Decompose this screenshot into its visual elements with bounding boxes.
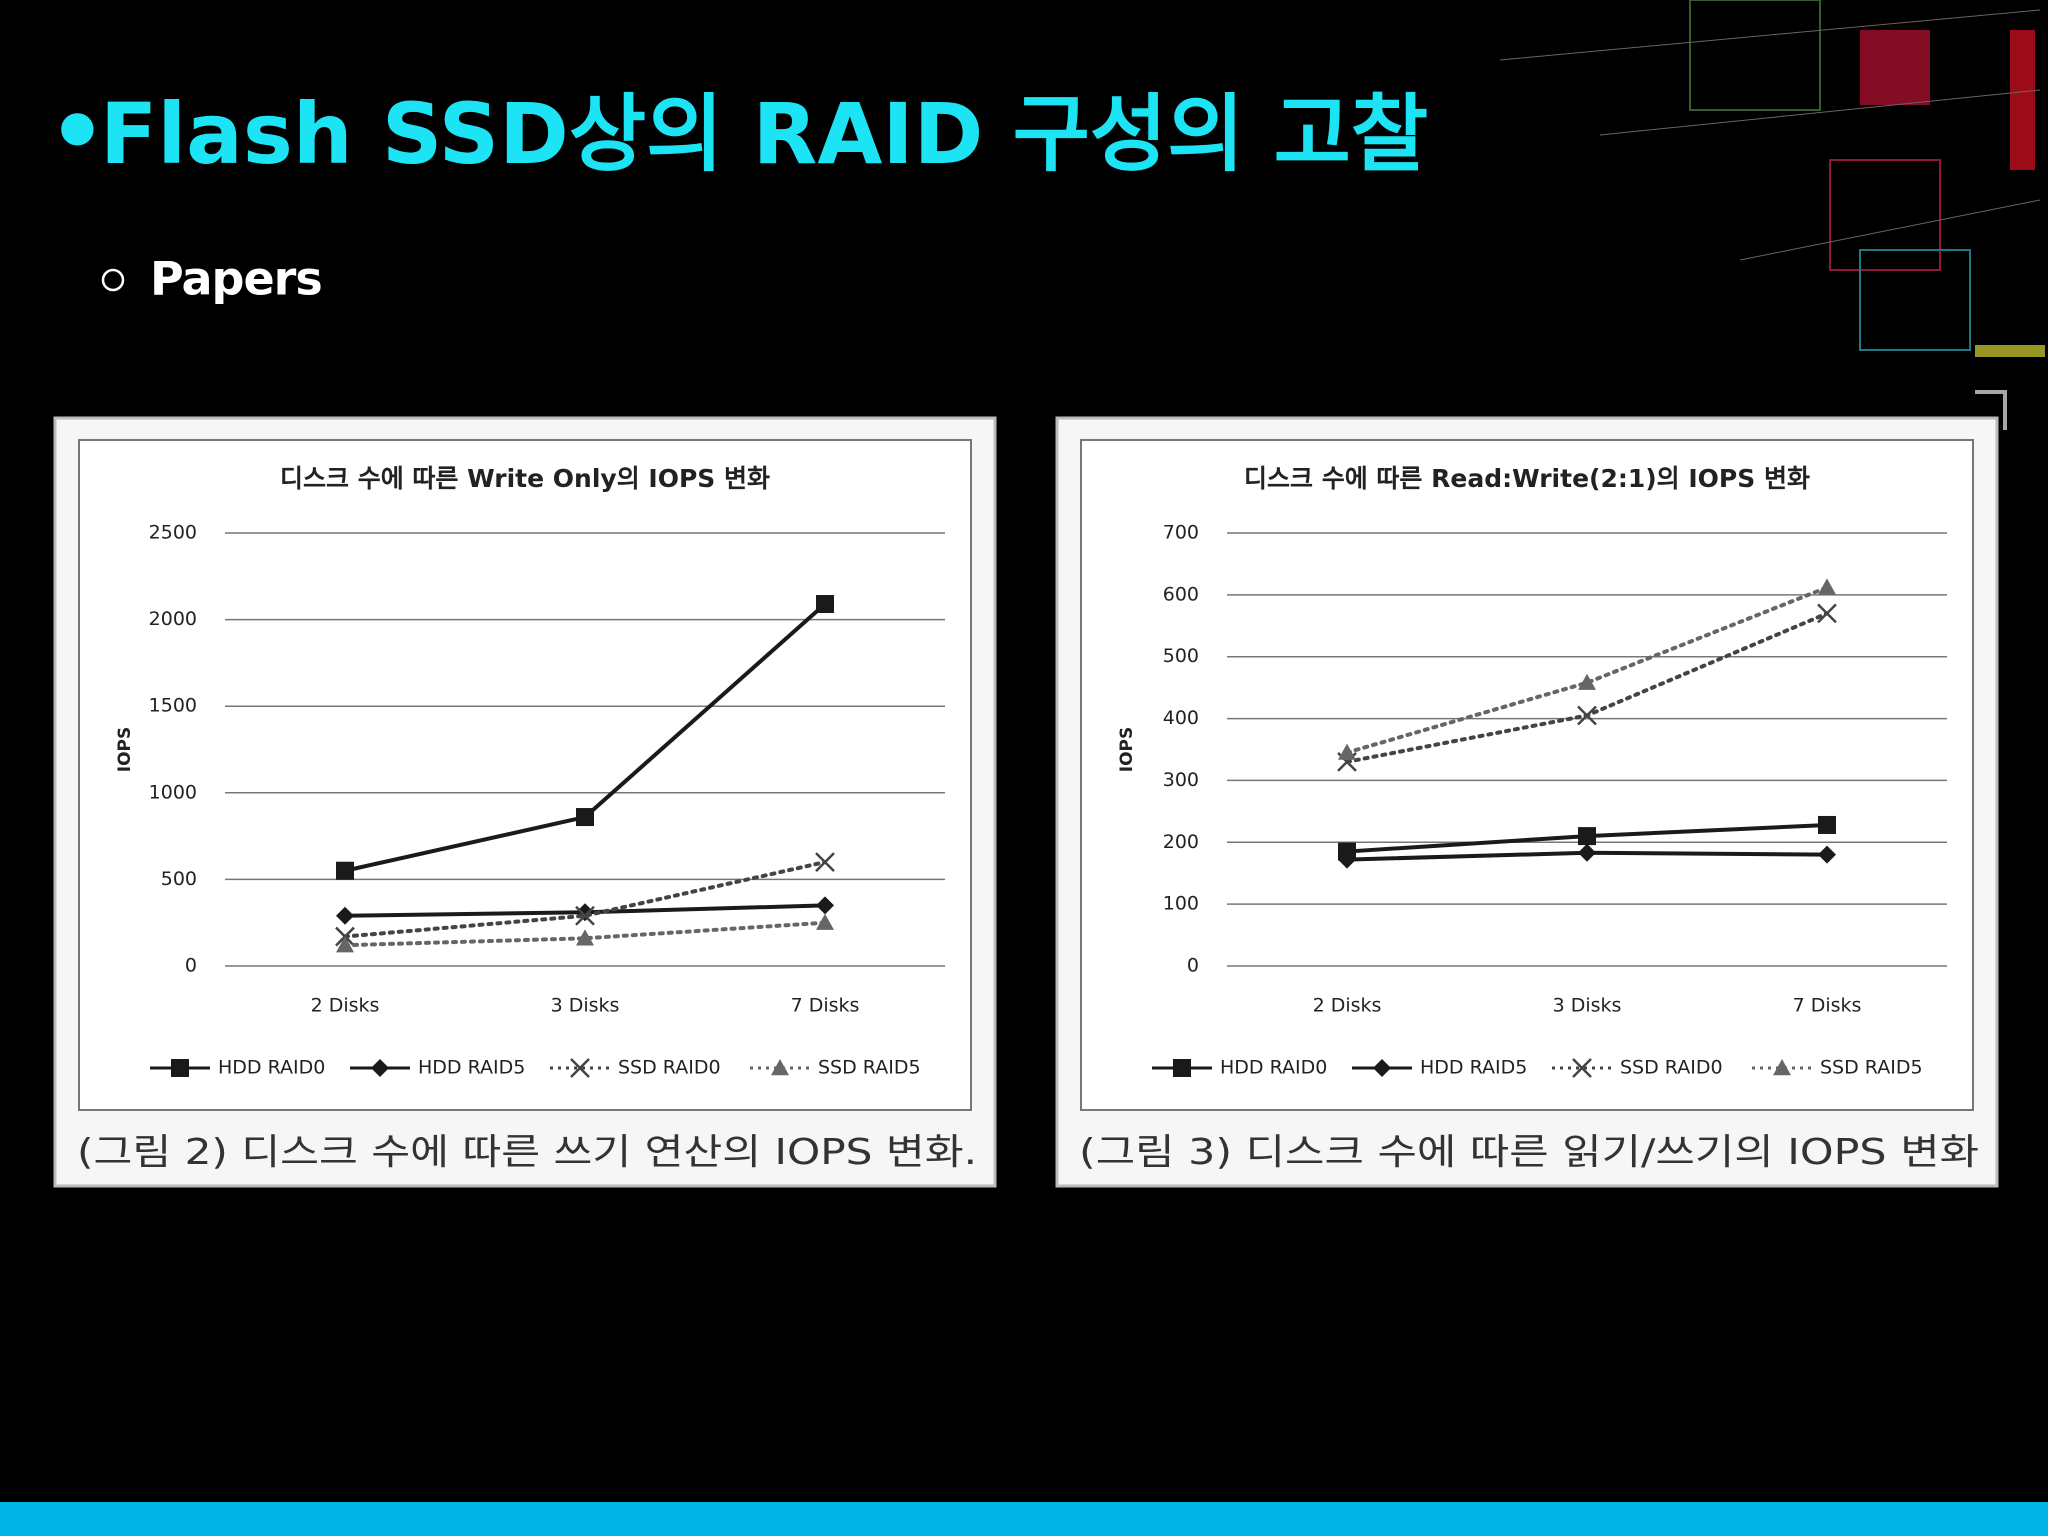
x-tick-label: 3 Disks [551,995,620,1017]
legend-label: SSD RAID5 [1820,1057,1923,1079]
marker [1577,705,1597,726]
legend-label: HDD RAID5 [418,1057,525,1079]
series-line [343,860,827,939]
x-tick-label: 3 Disks [1553,995,1622,1017]
x-tick-label: 7 Disks [1793,995,1862,1017]
marker [816,913,834,930]
marker [336,936,354,953]
slide-title: Flash SSD상의 RAID 구성의 고찰 [100,85,1428,183]
x-tick-label: 2 Disks [1313,995,1382,1017]
deco-box [1859,249,1971,351]
y-tick-label: 1000 [149,781,197,803]
legend-marker [1373,1059,1391,1077]
deco-line [1499,9,2041,61]
y-tick-label: 300 [1163,769,1199,791]
legend-label: HDD RAID0 [1220,1057,1327,1079]
marker [1578,673,1596,690]
marker [576,929,594,946]
sub-bullet [101,268,125,292]
marker [1818,815,1836,834]
marker [575,905,595,926]
x-tick-label: 7 Disks [791,995,860,1017]
chart: 디스크 수에 따른 Write Only의 IOPS 변화 IOPS 0 500 100… [53,416,997,1188]
marker [576,808,594,827]
deco-box [1829,159,1941,271]
y-tick-label: 0 [185,955,197,977]
marker [815,852,835,872]
marker [336,861,354,880]
deco-box [1860,30,1930,105]
marker [336,906,354,925]
figure-caption: (그림 3) 디스크 수에 따른 읽기/쓰기의 IOPS 변화 [1079,1132,1979,1173]
marker [1818,845,1836,864]
y-tick-label: 1500 [149,695,197,717]
marker [1338,743,1356,760]
series-line [343,920,827,948]
legend-label: SSD RAID0 [618,1057,721,1079]
legend-label: SSD RAID0 [1620,1057,1723,1079]
y-tick-label: 0 [1187,955,1199,977]
legend-label: SSD RAID5 [818,1057,921,1079]
marker [1578,827,1596,846]
decoration [1499,0,2045,430]
y-tick-label: 400 [1163,707,1199,729]
legend-marker [771,1059,789,1076]
deco-line [1739,199,2041,261]
footer-bar [0,1502,2048,1536]
y-tick-label: 2500 [149,522,197,544]
y-tick-label: 600 [1163,583,1199,605]
marker [1578,843,1596,862]
series-line [1345,585,1829,755]
marker [816,595,834,614]
x-tick-label: 2 Disks [311,995,380,1017]
legend-marker [1773,1059,1791,1076]
y-tick-label: 2000 [149,608,197,630]
figure-caption: (그림 2) 디스크 수에 따른 쓰기 연산의 IOPS 변화. [77,1132,977,1173]
legend-label: HDD RAID5 [1420,1057,1527,1079]
y-tick-label: 100 [1163,893,1199,915]
deco-box [1975,345,2045,357]
chart-title: 디스크 수에 따른 Write Only의 IOPS 변화 [280,464,770,493]
deco-line [1975,390,2007,430]
y-axis-label: IOPS [1117,727,1137,772]
chart-title: 디스크 수에 따른 Read:Write(2:1)의 IOPS 변화 [1244,464,1810,493]
marker [1818,578,1836,595]
legend-marker [1572,1058,1592,1078]
y-tick-label: 500 [161,868,197,890]
sub-heading: Papers [150,252,322,306]
chart-frame [1080,439,1974,1111]
y-axis-label: IOPS [115,727,135,772]
chart-frame [78,439,972,1111]
legend-label: HDD RAID0 [218,1057,325,1079]
legend-marker [1173,1059,1191,1077]
legend-marker [570,1058,590,1078]
deco-line [1599,89,2041,136]
deco-box [2010,30,2035,170]
y-tick-label: 200 [1163,831,1199,853]
title-bullet: • [48,78,107,185]
y-tick-label: 500 [1163,645,1199,667]
legend-marker [171,1059,189,1077]
marker [1817,603,1837,624]
marker [1338,850,1356,869]
legend-marker [371,1059,389,1077]
marker [816,896,834,915]
y-tick-label: 700 [1163,522,1199,544]
deco-box [1689,0,1821,111]
chart: 디스크 수에 따른 Read:Write(2:1)의 IOPS 변화 IOPS 0 1… [1055,416,1999,1188]
